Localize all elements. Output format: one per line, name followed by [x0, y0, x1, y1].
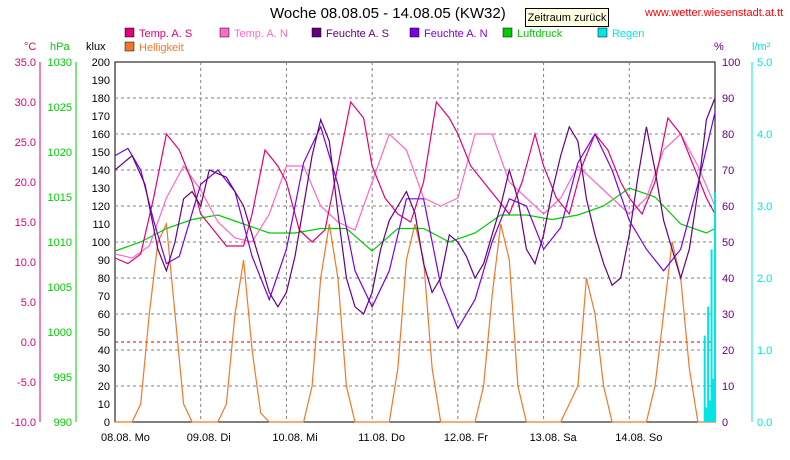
rain-axis-tick-label: 3.0	[757, 201, 772, 213]
humidity-unit-label: %	[714, 41, 724, 53]
humidity-axis-tick-label: 70	[722, 165, 734, 177]
light-axis-tick-label: 90	[98, 255, 110, 267]
temp-axis-tick-label: 35.0	[15, 57, 36, 69]
humidity-axis-tick-label: 20	[722, 345, 734, 357]
light-unit-label: klux	[86, 41, 106, 53]
light-axis-tick-label: 40	[98, 345, 110, 357]
pressure-axis-tick-label: 990	[54, 417, 72, 429]
legend-label: Temp. A. N	[234, 28, 288, 40]
pressure-axis-tick-label: 995	[54, 372, 72, 384]
x-tick-label: 14.08. So	[615, 432, 662, 444]
x-tick-label: 13.08. Sa	[530, 432, 578, 444]
x-tick-label: 12.08. Fr	[444, 432, 488, 444]
humidity-axis-tick-label: 0	[722, 417, 728, 429]
legend-label: Feuchte A. S	[326, 28, 389, 40]
humidity-axis-tick-label: 100	[722, 57, 740, 69]
light-axis-tick-label: 160	[92, 129, 110, 141]
series-line-temp-a-s	[114, 100, 716, 265]
pressure-axis-tick-label: 1000	[48, 327, 72, 339]
temp-axis-tick-label: 30.0	[15, 97, 36, 109]
series-line-helligkeit	[115, 221, 715, 423]
x-tick-label: 11.08. Do	[358, 432, 405, 444]
rain-axis-tick-label: 4.0	[757, 129, 772, 141]
series-line-feuchte-a-s	[114, 97, 716, 315]
light-axis-tick-label: 20	[98, 381, 110, 393]
x-tick-labels: 08.08. Mo 09.08. Di 10.08. Mi 11.08. Do 12.0…	[101, 432, 662, 444]
chart-title: Woche 08.08.05 - 14.08.05 (KW32)	[270, 5, 506, 22]
pressure-axis-tick-label: 1030	[48, 57, 72, 69]
legend: Temp. A. S Temp. A. N Feuchte A. S Feuchte …	[124, 27, 644, 54]
legend-label: Regen	[612, 28, 644, 40]
site-url[interactable]: www.wetter.wiesenstadt.at.tt	[645, 7, 784, 19]
x-tick-label: 08.08. Mo	[101, 432, 150, 444]
light-axis-tick-label: 170	[92, 111, 110, 123]
legend-swatch	[124, 41, 135, 52]
light-axis-tick-label: 150	[92, 147, 110, 159]
grid	[114, 61, 716, 423]
temp-axis-tick-label: 15.0	[15, 217, 36, 229]
temp-axis-tick-label: 25.0	[15, 137, 36, 149]
temp-axis-tick-label: 0.0	[21, 337, 36, 349]
light-axis-tick-label: 60	[98, 309, 110, 321]
series-line-temp-a-n	[114, 132, 716, 259]
axes: 35.0 30.0 25.0 20.0 15.0 10.0 5.0 0.0 -5.0 -10.0 1…	[11, 41, 772, 429]
previous-period-button[interactable]: Zeitraum zurück	[525, 8, 609, 27]
series-line-feuchte-a-n	[114, 112, 716, 330]
rain-axis-tick-label: 2.0	[757, 273, 772, 285]
pressure-unit-label: hPa	[50, 41, 70, 53]
legend-swatch	[124, 27, 135, 38]
legend-swatch	[597, 27, 608, 38]
light-axis-tick-label: 70	[98, 291, 110, 303]
light-axis-tick-label: 50	[98, 327, 110, 339]
light-axis-tick-label: 130	[92, 183, 110, 195]
pressure-axis-tick-label: 1015	[48, 192, 72, 204]
light-axis-tick-label: 200	[92, 57, 110, 69]
humidity-axis-tick-label: 40	[722, 273, 734, 285]
light-axis-tick-label: 80	[98, 273, 110, 285]
humidity-axis-tick-label: 10	[722, 381, 734, 393]
legend-swatch	[502, 27, 513, 38]
temp-axis-tick-label: -5.0	[17, 377, 36, 389]
rain-axis-tick-label: 5.0	[757, 57, 772, 69]
rain-axis-tick-label: 1.0	[757, 345, 772, 357]
rain-unit-label: l/m²	[752, 41, 771, 53]
series	[114, 97, 716, 423]
x-tick-label: 09.08. Di	[187, 432, 231, 444]
humidity-axis-tick-label: 30	[722, 309, 734, 321]
legend-label: Luftdruck	[517, 28, 563, 40]
legend-label: Helligkeit	[139, 42, 184, 54]
light-axis-tick-label: 140	[92, 165, 110, 177]
humidity-axis-tick-label: 90	[722, 93, 734, 105]
legend-swatch	[219, 27, 230, 38]
light-axis-tick-label: 10	[98, 399, 110, 411]
pressure-axis-tick-label: 1005	[48, 282, 72, 294]
humidity-axis-tick-label: 50	[722, 237, 734, 249]
humidity-axis-tick-label: 80	[722, 129, 734, 141]
legend-swatch	[311, 27, 322, 38]
light-axis-tick-label: 100	[92, 237, 110, 249]
temp-axis-tick-label: 5.0	[21, 297, 36, 309]
temp-axis-tick-label: -10.0	[11, 417, 36, 429]
temp-unit-label: °C	[24, 41, 36, 53]
pressure-axis-tick-label: 1025	[48, 102, 72, 114]
series-line-luftdruck	[114, 187, 716, 252]
temp-axis-tick-label: 10.0	[15, 257, 36, 269]
x-tick-label: 10.08. Mi	[272, 432, 317, 444]
light-axis-tick-label: 0	[104, 417, 110, 429]
light-axis-tick-label: 110	[92, 219, 110, 231]
legend-swatch	[409, 27, 420, 38]
pressure-axis-tick-label: 1010	[48, 237, 72, 249]
light-axis-tick-label: 30	[98, 363, 110, 375]
rain-axis-tick-label: 0.0	[757, 417, 772, 429]
light-axis-tick-label: 190	[92, 75, 110, 87]
light-axis-tick-label: 180	[92, 93, 110, 105]
legend-label: Feuchte A. N	[424, 28, 488, 40]
light-axis-tick-label: 120	[92, 201, 110, 213]
legend-label: Temp. A. S	[139, 28, 192, 40]
humidity-axis-tick-label: 60	[722, 201, 734, 213]
temp-axis-tick-label: 20.0	[15, 177, 36, 189]
pressure-axis-tick-label: 1020	[48, 147, 72, 159]
